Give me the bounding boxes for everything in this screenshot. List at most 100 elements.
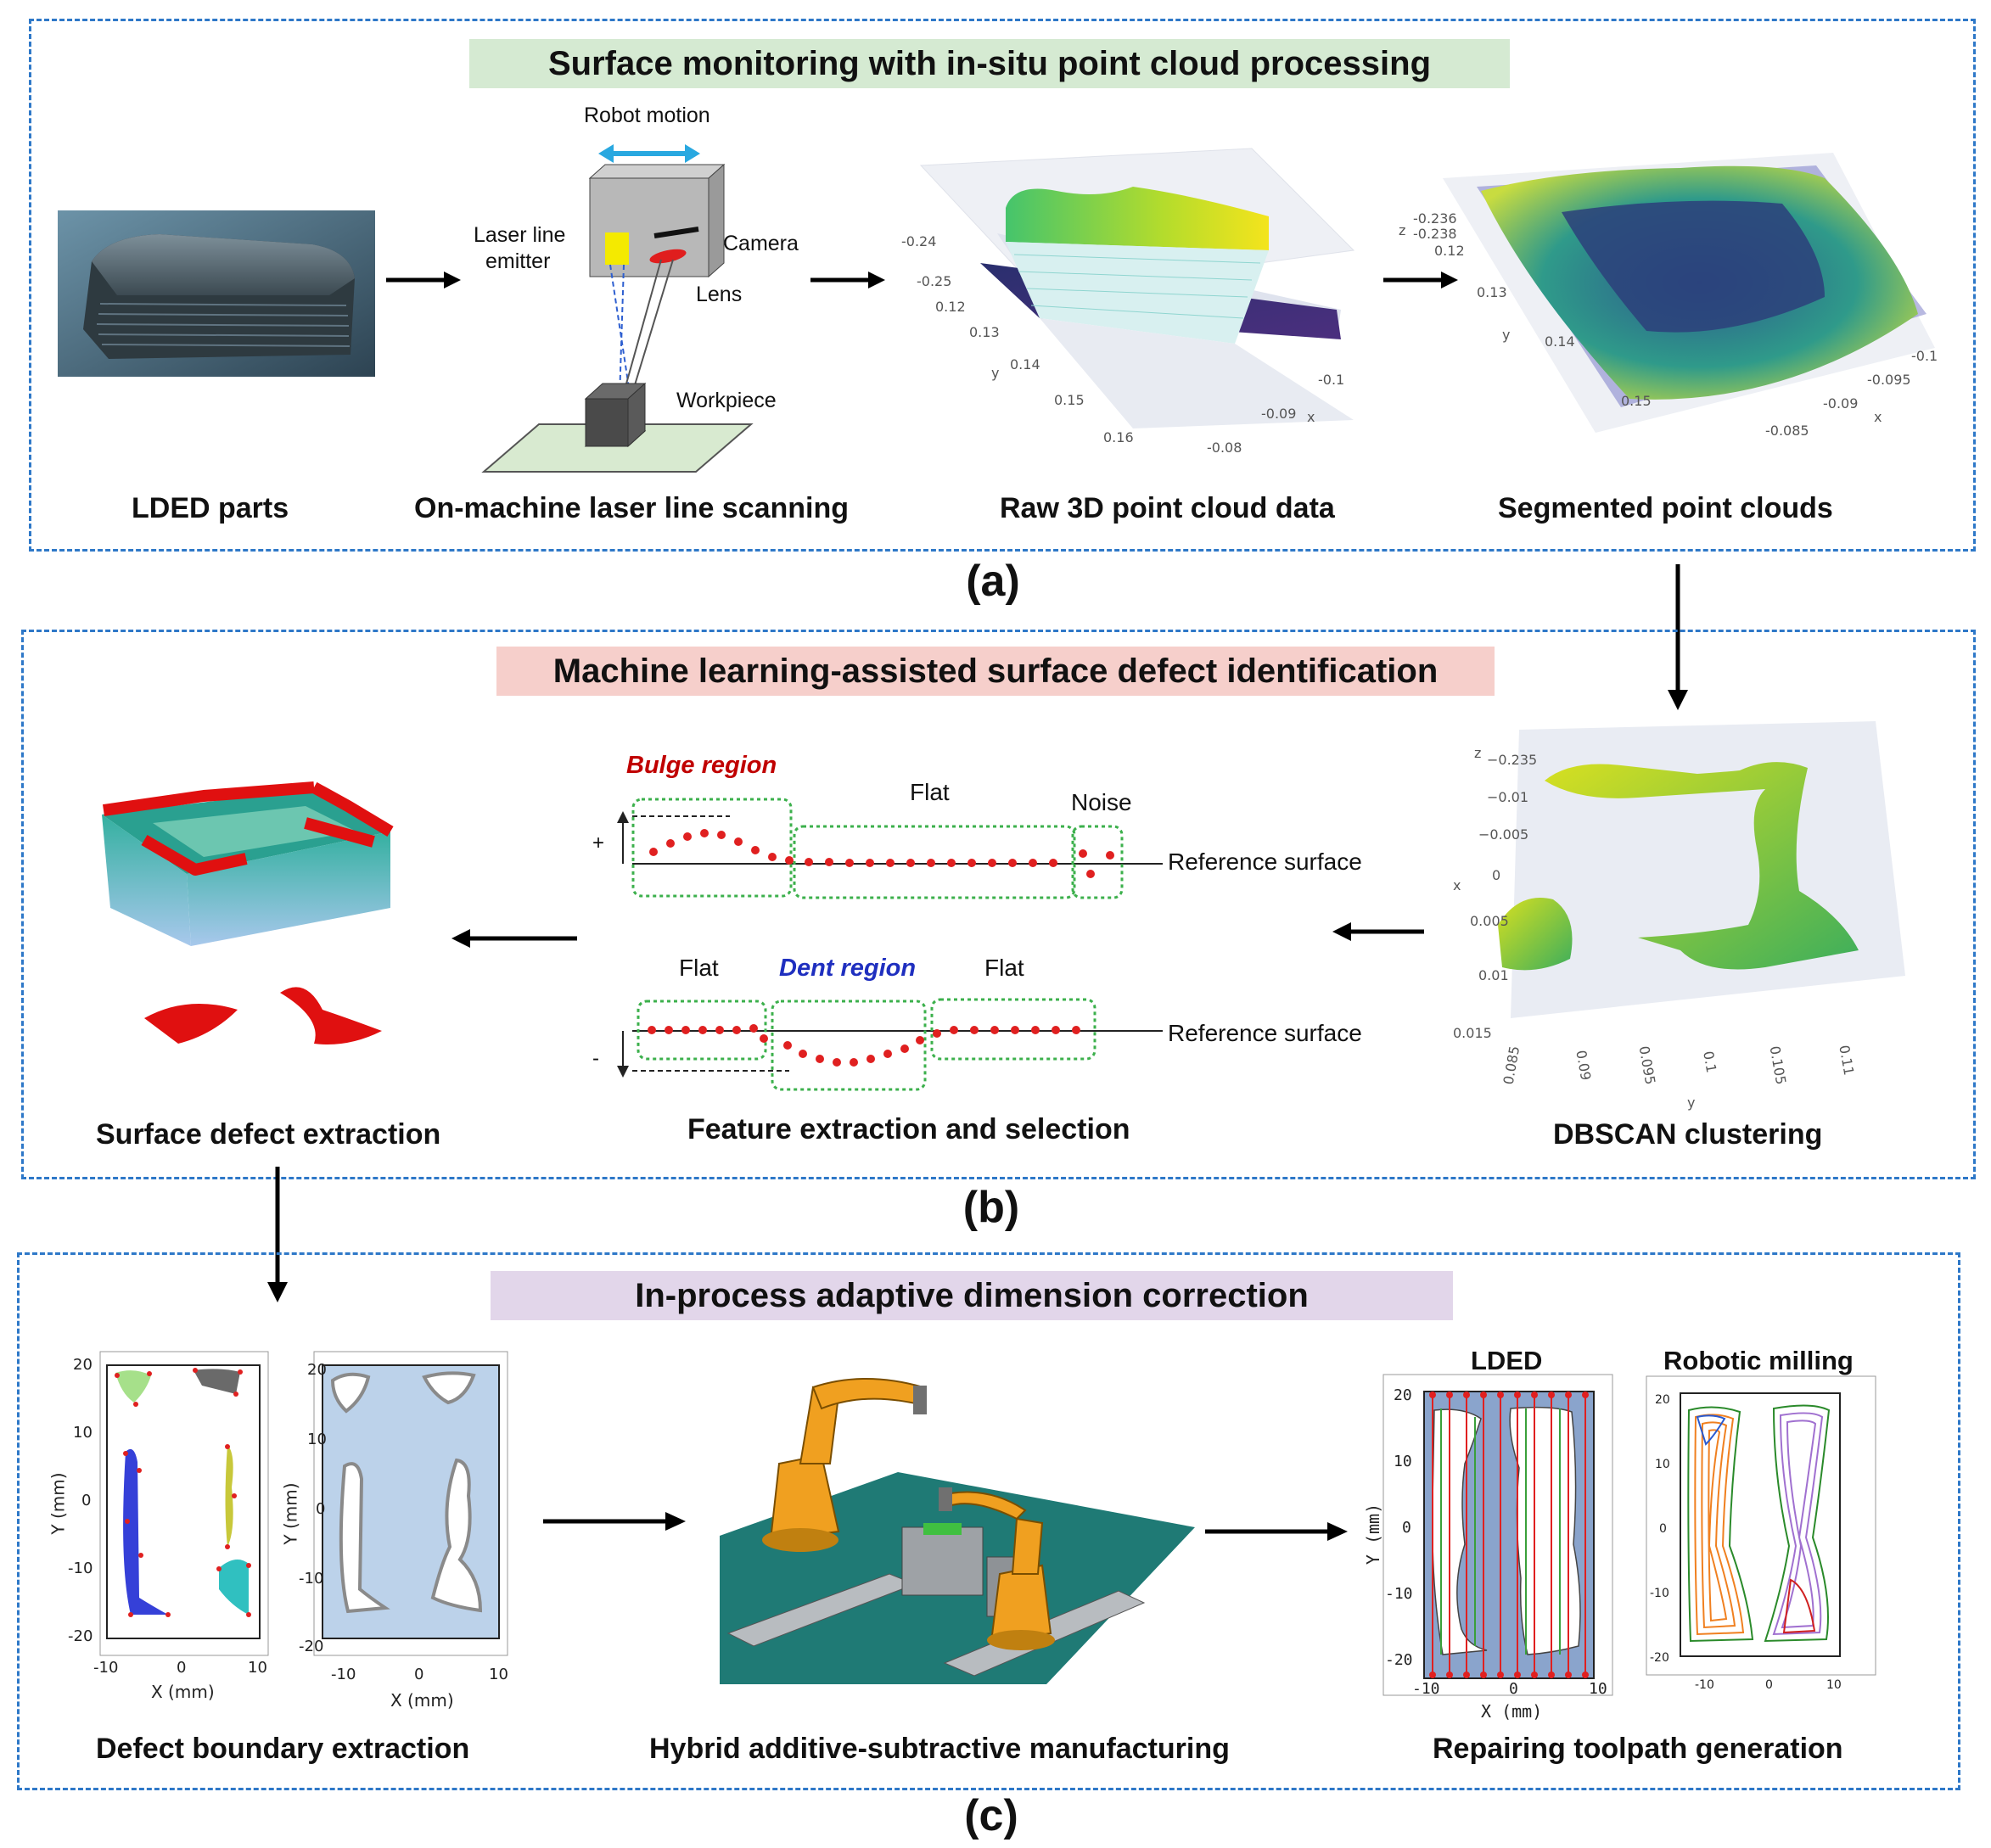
dbscan-z-tick-3: 0 bbox=[1492, 867, 1501, 883]
p1-ytick-10: 10 bbox=[73, 1424, 93, 1442]
workpiece-label: Workpiece bbox=[676, 389, 777, 412]
panel-b-frame bbox=[21, 630, 1976, 1179]
mill-ytick-20: 20 bbox=[1655, 1393, 1670, 1407]
camera-label: Camera bbox=[723, 232, 799, 255]
dbscan-z-tick-6: 0.015 bbox=[1453, 1025, 1492, 1041]
flat-label-left: Flat bbox=[679, 955, 719, 981]
raw-x-axis-label: x bbox=[1307, 409, 1315, 425]
robot-motion-arrow bbox=[598, 144, 700, 163]
bulge-profile-diagram bbox=[617, 798, 1163, 899]
raw-y-tick-2: 0.13 bbox=[969, 324, 1000, 340]
p1-xtick-0: 0 bbox=[177, 1659, 187, 1677]
caption-raw-cloud: Raw 3D point cloud data bbox=[1000, 492, 1335, 524]
seg-y-axis-label: y bbox=[1502, 327, 1511, 343]
boundary-outline-plot bbox=[313, 1351, 508, 1656]
mill-ytick-10: 10 bbox=[1655, 1458, 1670, 1471]
arrow-b-to-c bbox=[267, 1167, 288, 1302]
panel-b-title: Machine learning-assisted surface defect… bbox=[496, 647, 1495, 696]
arrow-c2 bbox=[1205, 1522, 1348, 1541]
arrow-a1 bbox=[386, 272, 461, 288]
p1-xtick-m10: -10 bbox=[93, 1659, 119, 1677]
lded-ytick-m10: -10 bbox=[1385, 1585, 1413, 1603]
mill-xtick-10: 10 bbox=[1826, 1678, 1842, 1692]
plus-sign: + bbox=[592, 832, 605, 854]
bulge-region-label: Bulge region bbox=[626, 752, 777, 779]
dbscan-z-tick-5: 0.01 bbox=[1478, 967, 1509, 983]
raw-point-cloud-plot bbox=[919, 148, 1355, 428]
milling-toolpath-plot bbox=[1646, 1375, 1876, 1676]
p1-ytick-m10: -10 bbox=[68, 1560, 93, 1577]
p1-ylabel: Y (mm) bbox=[48, 1472, 69, 1535]
panel-a-frame bbox=[29, 19, 1976, 552]
arrow-b-left bbox=[451, 929, 577, 948]
milling-toolpath-label: Robotic milling bbox=[1663, 1346, 1854, 1375]
p2-ytick-m10: -10 bbox=[299, 1570, 324, 1588]
caption-toolpath-generation: Repairing toolpath generation bbox=[1433, 1733, 1843, 1765]
arrow-b-right bbox=[1332, 922, 1424, 941]
dent-profile-diagram bbox=[617, 998, 1163, 1091]
p2-ylabel: Y (mm) bbox=[280, 1482, 301, 1545]
dbscan-z-label: z bbox=[1474, 745, 1482, 761]
raw-z-tick-1: -0.24 bbox=[901, 233, 937, 249]
lded-ylabel: Y (mm) bbox=[1363, 1503, 1384, 1565]
cluster-boundary-plot bbox=[99, 1351, 269, 1656]
raw-y-tick-3: 0.14 bbox=[1010, 356, 1040, 372]
caption-hybrid-manufacturing: Hybrid additive-subtractive manufacturin… bbox=[649, 1733, 1230, 1765]
p2-ytick-m20: -20 bbox=[299, 1638, 324, 1655]
dbscan-z-tick-2: −0.005 bbox=[1478, 826, 1529, 843]
raw-x-tick-3: -0.08 bbox=[1207, 440, 1242, 456]
raw-y-tick-4: 0.15 bbox=[1054, 392, 1085, 408]
caption-dbscan: DBSCAN clustering bbox=[1553, 1118, 1823, 1151]
panel-c-title: In-process adaptive dimension correction bbox=[491, 1271, 1453, 1320]
seg-x-tick-3: -0.09 bbox=[1823, 395, 1859, 412]
p2-xtick-0: 0 bbox=[414, 1666, 424, 1683]
raw-z-tick-2: -0.25 bbox=[917, 273, 952, 289]
panel-a-title: Surface monitoring with in-situ point cl… bbox=[469, 39, 1510, 88]
p1-ytick-0: 0 bbox=[81, 1492, 92, 1509]
minus-sign: - bbox=[592, 1047, 599, 1070]
arrow-a-to-b bbox=[1668, 564, 1688, 710]
seg-x-axis-label: x bbox=[1874, 409, 1882, 425]
lded-ytick-20: 20 bbox=[1394, 1386, 1412, 1404]
lens-label: Lens bbox=[696, 283, 743, 306]
caption-segmented: Segmented point clouds bbox=[1498, 492, 1833, 524]
arrow-c1 bbox=[543, 1512, 686, 1531]
seg-y-tick-1: 0.12 bbox=[1434, 243, 1465, 259]
emitter-label-1: Laser line bbox=[474, 223, 566, 247]
flat-label-right: Flat bbox=[984, 955, 1024, 981]
p2-xtick-m10: -10 bbox=[331, 1666, 356, 1683]
lded-xtick-m10: -10 bbox=[1412, 1680, 1440, 1698]
seg-y-tick-4: 0.15 bbox=[1621, 393, 1652, 409]
p2-xtick-10: 10 bbox=[489, 1666, 508, 1683]
mill-xtick-m10: -10 bbox=[1695, 1678, 1714, 1692]
hybrid-manufacturing-cell bbox=[720, 1378, 1195, 1684]
dent-region-label: Dent region bbox=[779, 955, 917, 982]
caption-lded-parts: LDED parts bbox=[132, 492, 289, 524]
seg-z-tick-1: -0.236 bbox=[1413, 210, 1457, 227]
flat-label-top: Flat bbox=[910, 779, 950, 805]
emitter-label-2: emitter bbox=[485, 249, 551, 273]
raw-y-tick-5: 0.16 bbox=[1103, 429, 1134, 445]
p1-xtick-10: 10 bbox=[248, 1659, 267, 1677]
panel-c-frame bbox=[17, 1252, 1960, 1790]
mill-ytick-0: 0 bbox=[1659, 1522, 1667, 1536]
p1-ytick-m20: -20 bbox=[68, 1627, 93, 1645]
caption-feature-extraction: Feature extraction and selection bbox=[687, 1113, 1130, 1145]
raw-y-tick-1: 0.12 bbox=[935, 299, 966, 315]
seg-y-tick-2: 0.13 bbox=[1477, 284, 1507, 300]
arrow-a3 bbox=[1383, 272, 1458, 288]
raw-y-axis-label: y bbox=[991, 365, 1000, 381]
panel-b-label: (b) bbox=[962, 1183, 1020, 1232]
lded-toolpath-plot bbox=[1382, 1374, 1613, 1696]
arrow-a2 bbox=[810, 272, 885, 288]
mill-ytick-m10: -10 bbox=[1650, 1587, 1669, 1600]
lded-toolpath-label: LDED bbox=[1471, 1346, 1543, 1375]
robot-motion-label: Robot motion bbox=[584, 104, 710, 127]
lded-xlabel: X (mm) bbox=[1481, 1701, 1543, 1722]
dbscan-cluster-plot bbox=[1498, 721, 1905, 1018]
seg-x-tick-4: -0.085 bbox=[1765, 423, 1809, 439]
lded-part-photo bbox=[58, 210, 375, 377]
dbscan-z-tick-4: 0.005 bbox=[1470, 913, 1509, 929]
panel-c-label: (c) bbox=[964, 1791, 1018, 1840]
dbscan-z-tick-1: −0.01 bbox=[1487, 789, 1529, 805]
